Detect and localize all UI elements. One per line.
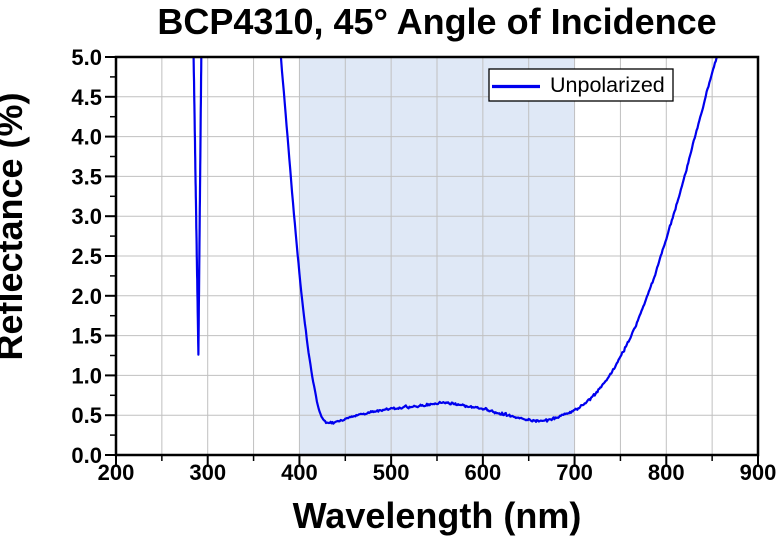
svg-text:5.0: 5.0 (71, 45, 102, 70)
svg-text:900: 900 (740, 460, 777, 485)
svg-text:600: 600 (465, 460, 502, 485)
svg-text:1.5: 1.5 (71, 324, 102, 349)
svg-text:200: 200 (98, 460, 135, 485)
svg-text:3.5: 3.5 (71, 164, 102, 189)
svg-text:2.5: 2.5 (71, 244, 102, 269)
svg-text:1.0: 1.0 (71, 363, 102, 388)
svg-text:0.5: 0.5 (71, 403, 102, 428)
svg-text:Reflectance (%): Reflectance (%) (0, 92, 30, 360)
svg-text:4.0: 4.0 (71, 125, 102, 150)
svg-text:500: 500 (373, 460, 410, 485)
svg-text:3.0: 3.0 (71, 204, 102, 229)
svg-text:300: 300 (189, 460, 226, 485)
svg-text:400: 400 (281, 460, 318, 485)
svg-text:BCP4310, 45° Angle of Incidenc: BCP4310, 45° Angle of Incidence (157, 1, 716, 42)
svg-text:0.0: 0.0 (71, 443, 102, 468)
svg-text:800: 800 (648, 460, 685, 485)
svg-text:Wavelength (nm): Wavelength (nm) (293, 495, 582, 536)
svg-text:700: 700 (556, 460, 593, 485)
svg-text:2.0: 2.0 (71, 284, 102, 309)
svg-text:Unpolarized: Unpolarized (550, 73, 665, 97)
svg-text:4.5: 4.5 (71, 85, 102, 110)
